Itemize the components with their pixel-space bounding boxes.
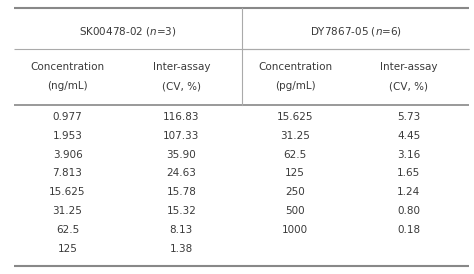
Text: 31.25: 31.25	[53, 206, 82, 216]
Text: 1.38: 1.38	[170, 244, 193, 254]
Text: 8.13: 8.13	[170, 225, 193, 235]
Text: 15.78: 15.78	[166, 187, 196, 197]
Text: 1000: 1000	[282, 225, 308, 235]
Text: Concentration: Concentration	[258, 62, 332, 72]
Text: 0.977: 0.977	[53, 112, 82, 122]
Text: 0.80: 0.80	[397, 206, 420, 216]
Text: 500: 500	[285, 206, 305, 216]
Text: 15.625: 15.625	[49, 187, 86, 197]
Text: 3.16: 3.16	[397, 150, 420, 159]
Text: 125: 125	[285, 169, 305, 178]
Text: 1.24: 1.24	[397, 187, 420, 197]
Text: 0.18: 0.18	[397, 225, 420, 235]
Text: 5.73: 5.73	[397, 112, 420, 122]
Text: 250: 250	[285, 187, 305, 197]
Text: 107.33: 107.33	[163, 131, 200, 141]
Text: (ng/mL): (ng/mL)	[47, 81, 88, 91]
Text: DY7867-05 ($\it{n}$=6): DY7867-05 ($\it{n}$=6)	[310, 25, 401, 38]
Text: (pg/mL): (pg/mL)	[275, 81, 315, 91]
Text: 116.83: 116.83	[163, 112, 200, 122]
Text: 15.32: 15.32	[166, 206, 196, 216]
Text: 31.25: 31.25	[280, 131, 310, 141]
Text: 62.5: 62.5	[283, 150, 307, 159]
Text: (CV, %): (CV, %)	[162, 81, 201, 91]
Text: 1.65: 1.65	[397, 169, 420, 178]
Text: (CV, %): (CV, %)	[389, 81, 428, 91]
Text: SK00478-02 ($\it{n}$=3): SK00478-02 ($\it{n}$=3)	[79, 25, 177, 38]
Text: 24.63: 24.63	[166, 169, 196, 178]
Text: 1.953: 1.953	[53, 131, 82, 141]
Text: Inter-assay: Inter-assay	[380, 62, 438, 72]
Text: Inter-assay: Inter-assay	[153, 62, 210, 72]
Text: 7.813: 7.813	[53, 169, 82, 178]
Text: 3.906: 3.906	[53, 150, 82, 159]
Text: 125: 125	[58, 244, 77, 254]
Text: 15.625: 15.625	[277, 112, 313, 122]
Text: 62.5: 62.5	[56, 225, 79, 235]
Text: 4.45: 4.45	[397, 131, 420, 141]
Text: Concentration: Concentration	[30, 62, 105, 72]
Text: 35.90: 35.90	[166, 150, 196, 159]
